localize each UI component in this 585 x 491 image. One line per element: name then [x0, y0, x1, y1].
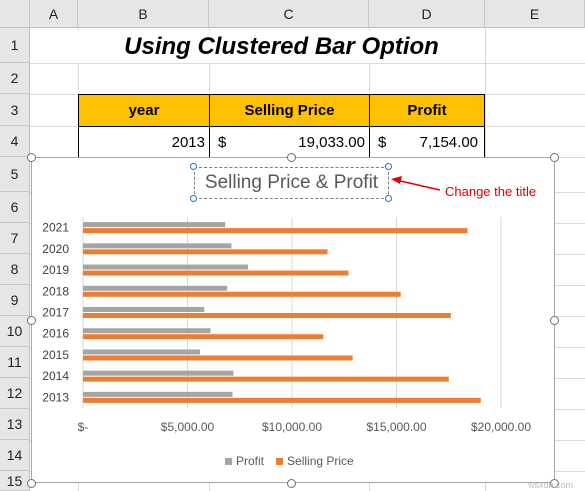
- annotation-text: Change the title: [445, 184, 537, 199]
- table-header-year[interactable]: year: [78, 94, 210, 127]
- y-tick-label: 2014: [42, 369, 69, 383]
- legend-label-selling-price: Selling Price: [287, 454, 354, 468]
- row-header-10[interactable]: 10: [0, 316, 30, 347]
- table-header-selling-price[interactable]: Selling Price: [209, 94, 370, 127]
- title-resize-handle[interactable]: [190, 195, 197, 202]
- row-header-12[interactable]: 12: [0, 378, 30, 409]
- row-header-7[interactable]: 7: [0, 223, 30, 254]
- row-header-4[interactable]: 4: [0, 126, 30, 157]
- column-header-d[interactable]: D: [369, 0, 485, 28]
- value-axis: $- $5,000.00 $10,000.00 $15,000.00 $20,000.0…: [78, 420, 532, 434]
- sheet-title[interactable]: Using Clustered Bar Option: [78, 31, 485, 63]
- gridline: [30, 63, 585, 64]
- legend-swatch-profit: [225, 457, 232, 465]
- chart-resize-handle-br[interactable]: [550, 479, 559, 488]
- chart-gridlines: [82, 217, 502, 408]
- title-resize-handle[interactable]: [190, 163, 197, 170]
- bar-selling-price[interactable]: [83, 249, 328, 255]
- y-tick-label: 2020: [42, 242, 69, 256]
- bar-selling-price[interactable]: [83, 291, 401, 297]
- table-header-profit[interactable]: Profit: [369, 94, 485, 127]
- y-tick-label: 2017: [42, 306, 69, 320]
- legend-label-profit: Profit: [236, 454, 265, 468]
- arrow-shaft: [395, 179, 441, 191]
- x-tick-label: $20,000.00: [471, 420, 531, 434]
- table-cell-profit[interactable]: $7,154.00: [369, 126, 485, 158]
- chart-resize-handle-tl[interactable]: [27, 153, 36, 162]
- title-resize-handle[interactable]: [385, 195, 392, 202]
- cell-value: 2013: [171, 133, 205, 151]
- chart-resize-handle-mr[interactable]: [550, 316, 559, 325]
- x-tick-label: $10,000.00: [262, 420, 322, 434]
- bar-profit[interactable]: [83, 391, 233, 397]
- y-tick-label: 2021: [42, 221, 69, 235]
- bar-profit[interactable]: [83, 328, 211, 334]
- row-header-14[interactable]: 14: [0, 440, 30, 471]
- y-tick-label: 2013: [42, 390, 69, 404]
- chart-title-text: Selling Price & Profit: [204, 172, 379, 193]
- column-header-a[interactable]: A: [30, 0, 78, 28]
- row-header-11[interactable]: 11: [0, 347, 30, 378]
- bar-profit[interactable]: [83, 243, 232, 249]
- y-tick-label: 2015: [42, 348, 69, 362]
- category-axis: 2021 2020 2019 2018 2017 2016 2015 2014 2013: [42, 221, 69, 405]
- chart-legend[interactable]: Profit Selling Price: [225, 453, 354, 469]
- currency-symbol: $: [218, 133, 227, 151]
- bar-selling-price[interactable]: [83, 355, 353, 361]
- y-tick-label: 2016: [42, 327, 69, 341]
- legend-swatch-selling-price: [276, 457, 284, 465]
- bar-profit[interactable]: [83, 349, 201, 355]
- y-tick-label: 2019: [42, 263, 69, 277]
- bar-profit[interactable]: [83, 222, 226, 228]
- bar-profit[interactable]: [83, 264, 249, 270]
- chart-resize-handle-tr[interactable]: [550, 153, 559, 162]
- row-header-13[interactable]: 13: [0, 409, 30, 440]
- select-all-corner[interactable]: [0, 0, 30, 28]
- bar-selling-price[interactable]: [83, 228, 468, 234]
- column-header-b[interactable]: B: [78, 0, 209, 28]
- bar-selling-price[interactable]: [83, 334, 324, 340]
- row-header-8[interactable]: 8: [0, 254, 30, 285]
- chart-bars: [83, 222, 481, 403]
- chart-resize-handle-tm[interactable]: [287, 153, 296, 162]
- currency-symbol: $: [378, 133, 387, 151]
- row-header-1[interactable]: 1: [0, 28, 30, 63]
- cell-value: 7,154.00: [419, 133, 478, 151]
- table-cell-year[interactable]: 2013: [78, 126, 210, 158]
- row-header-2[interactable]: 2: [0, 63, 30, 94]
- bar-selling-price[interactable]: [83, 376, 449, 382]
- row-header-3[interactable]: 3: [0, 94, 30, 126]
- column-header-c[interactable]: C: [209, 0, 369, 28]
- bar-selling-price[interactable]: [83, 270, 349, 276]
- arrow-head: [391, 176, 402, 184]
- bar-profit[interactable]: [83, 370, 234, 376]
- chart-resize-handle-bl[interactable]: [27, 479, 36, 488]
- title-resize-handle[interactable]: [385, 163, 392, 170]
- column-header-e[interactable]: E: [485, 0, 585, 28]
- x-tick-label: $15,000.00: [366, 420, 426, 434]
- row-header-6[interactable]: 6: [0, 192, 30, 223]
- cell-value: 19,033.00: [298, 133, 365, 151]
- table-cell-selling-price[interactable]: $19,033.00: [209, 126, 370, 158]
- x-tick-label: $5,000.00: [161, 420, 215, 434]
- y-tick-label: 2018: [42, 284, 69, 298]
- row-header-5[interactable]: 5: [0, 157, 30, 192]
- row-header-9[interactable]: 9: [0, 285, 30, 316]
- chart-resize-handle-ml[interactable]: [27, 316, 36, 325]
- bar-profit[interactable]: [83, 285, 228, 291]
- watermark: wsxdn.com: [528, 480, 574, 490]
- x-tick-label: $-: [78, 420, 89, 434]
- bar-selling-price[interactable]: [83, 313, 451, 318]
- bar-selling-price[interactable]: [83, 397, 481, 403]
- chart-title[interactable]: Selling Price & Profit: [194, 167, 389, 199]
- annotation-arrow: [391, 176, 441, 191]
- row-header-15[interactable]: 15: [0, 471, 30, 491]
- bar-profit[interactable]: [83, 307, 205, 312]
- chart-area[interactable]: 2021 2020 2019 2018 2017 2016 2015 2014 2013 $- $…: [31, 157, 555, 483]
- chart-resize-handle-bm[interactable]: [287, 479, 296, 488]
